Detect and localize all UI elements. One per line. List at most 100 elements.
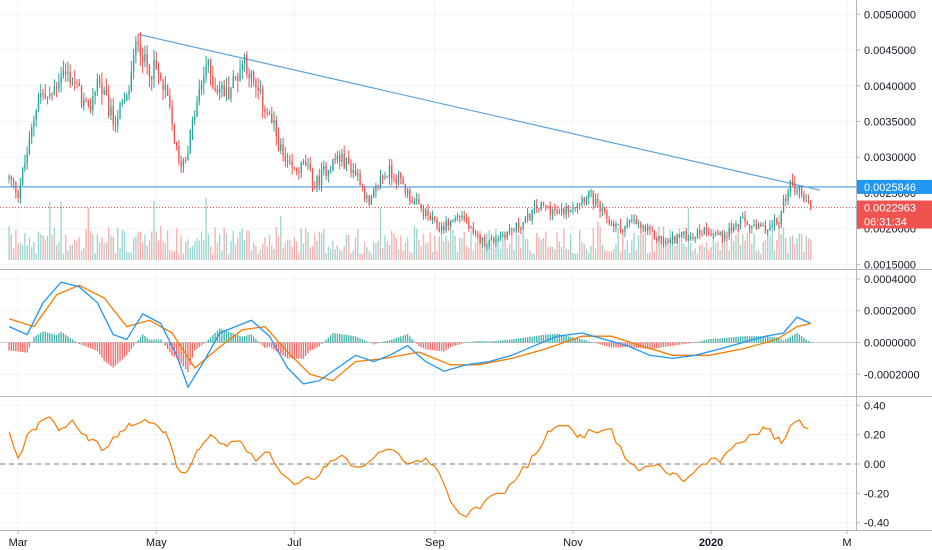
- volume-bar: [436, 250, 438, 260]
- volume-bar: [726, 242, 728, 260]
- macd-histogram-bar: [721, 338, 724, 343]
- volume-bar: [579, 229, 581, 260]
- candle-body: [757, 224, 760, 229]
- volume-bar: [298, 252, 300, 260]
- volume-bar: [642, 233, 644, 260]
- candle-body: [191, 120, 194, 131]
- volume-bar: [461, 238, 463, 260]
- macd-histogram-bar: [719, 338, 721, 343]
- price-axis[interactable]: 0.0050000 0.0045000 0.0040000 0.0035000 0.00…: [856, 9, 920, 530]
- volume-bar: [683, 244, 685, 260]
- volume-bar: [721, 234, 724, 260]
- macd-histogram-bar: [354, 336, 357, 343]
- volume-bar: [366, 247, 368, 260]
- volume-bar: [234, 244, 237, 260]
- badge-level-text: 0.0025846: [864, 182, 916, 194]
- trendlines[interactable]: [0, 33, 856, 209]
- candle-body: [755, 224, 758, 229]
- macd-histogram-bar: [302, 342, 305, 359]
- axis-tick-label: 0.0015000: [864, 259, 916, 271]
- volume-bar: [656, 231, 658, 260]
- candle-body: [307, 164, 309, 166]
- volume-bar: [456, 251, 459, 260]
- time-axis[interactable]: Mar May Jul Sep Nov 2020 M: [9, 530, 852, 549]
- macd-histogram-bar: [454, 342, 456, 346]
- macd-histogram-bar: [581, 339, 583, 343]
- volume-bar: [737, 226, 739, 260]
- macd-histogram-bar: [517, 338, 520, 343]
- volume-bar: [735, 235, 737, 260]
- macd-histogram-bar: [694, 342, 696, 344]
- volume-bar: [343, 246, 345, 260]
- volume-bar: [218, 234, 221, 260]
- candle-body: [667, 241, 669, 243]
- candle-body: [540, 202, 542, 210]
- candle-body: [314, 186, 316, 188]
- macd-histogram-bar: [504, 339, 506, 343]
- volume-bar: [674, 246, 676, 260]
- volume-bar: [171, 251, 173, 260]
- candlesticks: [8, 31, 812, 252]
- macd-histogram-bar: [282, 342, 284, 356]
- candle-body: [459, 216, 461, 218]
- volume-bar: [526, 238, 529, 260]
- candle-body: [128, 90, 130, 96]
- axis-tick-label: 0.0035000: [864, 116, 916, 128]
- macd-histogram-bar: [468, 342, 470, 343]
- volume-bar: [15, 229, 17, 260]
- time-tick-label: Sep: [425, 537, 445, 549]
- candle-body: [339, 155, 341, 162]
- axis-tick-label: 0.0045000: [864, 45, 916, 57]
- candle-body: [286, 160, 289, 162]
- candle-body: [680, 234, 683, 237]
- candle-body: [492, 237, 495, 242]
- macd-histogram-bar: [182, 342, 185, 367]
- volume-bar: [336, 245, 339, 260]
- macd-histogram-bar: [402, 335, 404, 343]
- volume-bar: [807, 238, 810, 260]
- volume-bar: [94, 253, 96, 260]
- volume-bar: [425, 243, 427, 260]
- candle-body: [388, 165, 391, 178]
- candle-body: [642, 225, 644, 228]
- volume-bar: [110, 235, 112, 260]
- candle-body: [687, 238, 690, 240]
- macd-histogram-bar: [465, 342, 468, 344]
- candle-body: [733, 225, 735, 231]
- volume-bar: [377, 240, 379, 260]
- trendline-sloped[interactable]: [138, 33, 820, 191]
- candle-body: [17, 192, 19, 198]
- macd-histogram-bar: [53, 334, 56, 343]
- candle-body: [397, 172, 400, 184]
- macd-histogram-bar: [712, 338, 715, 343]
- candle-body: [445, 220, 447, 231]
- pane-separators[interactable]: [0, 0, 932, 531]
- volume-bar: [454, 235, 456, 260]
- time-tick-label: Jul: [287, 537, 301, 549]
- macd-histogram-bar: [449, 342, 452, 347]
- macd-pane: [0, 281, 856, 389]
- volume-bar: [135, 236, 137, 260]
- macd-histogram-bar: [699, 341, 701, 343]
- volume-bar: [182, 253, 185, 260]
- macd-histogram-bar: [762, 336, 764, 343]
- macd-histogram-bar: [289, 342, 291, 359]
- candle-body: [98, 78, 101, 84]
- candle-body: [169, 95, 171, 107]
- macd-histogram-bar: [536, 335, 538, 343]
- macd-histogram-bar: [495, 340, 497, 343]
- volume-bar: [151, 231, 153, 260]
- volume-bar: [696, 253, 699, 260]
- candle-body: [658, 236, 660, 240]
- macd-histogram-bar: [228, 331, 230, 343]
- macd-histogram-bar: [243, 336, 246, 343]
- macd-histogram-bar: [12, 342, 15, 352]
- candle-body: [171, 106, 173, 125]
- candle-body: [232, 76, 234, 89]
- macd-histogram-bar: [255, 338, 257, 343]
- volume-bar: [415, 228, 418, 260]
- volume-bar: [764, 239, 767, 260]
- macd-histogram-bar: [62, 333, 65, 343]
- candle-body: [180, 161, 182, 167]
